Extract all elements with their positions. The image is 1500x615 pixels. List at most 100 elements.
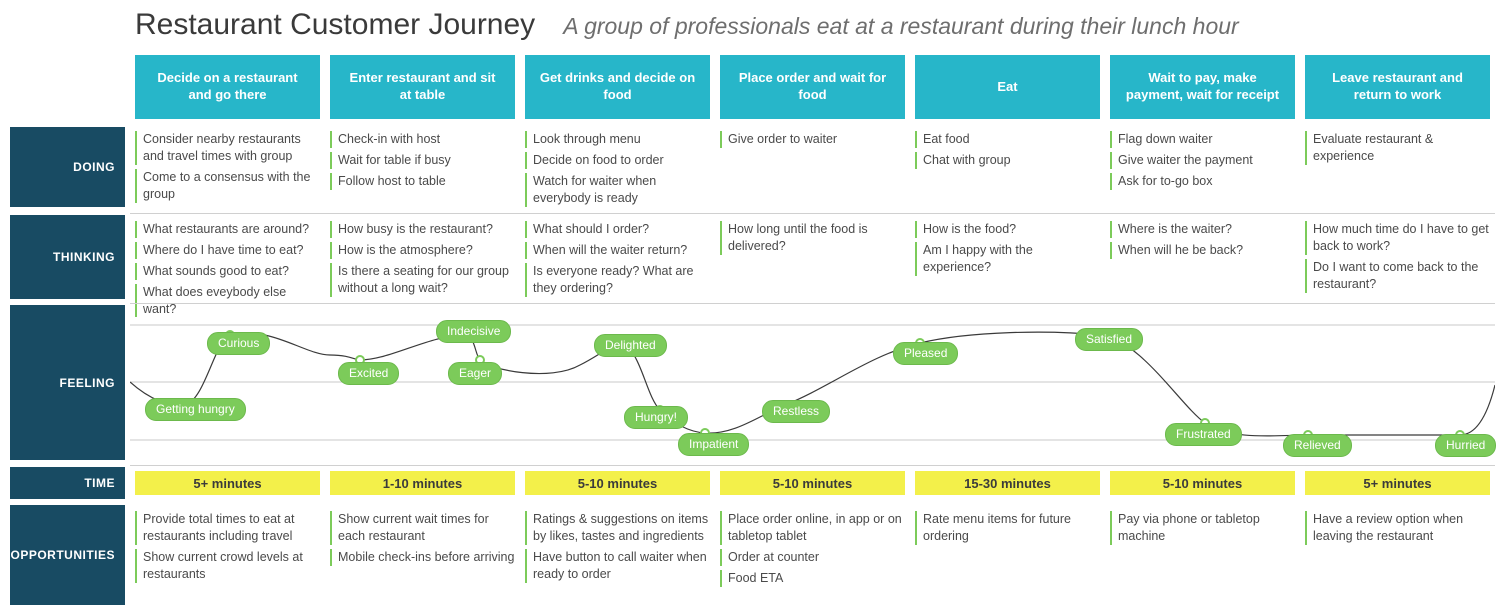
- row-label-feeling: FEELING: [10, 305, 125, 460]
- row-doing: Consider nearby restaurants and travel t…: [135, 131, 1490, 211]
- doing-cell: Eat food Chat with group: [915, 131, 1100, 211]
- thinking-item: How much time do I have to get back to w…: [1305, 221, 1490, 255]
- separator: [130, 465, 1495, 466]
- stage-header: Place order and wait for food: [720, 55, 905, 119]
- feeling-chip: Hurried: [1435, 434, 1496, 457]
- separator: [130, 213, 1495, 214]
- opportunities-item: Ratings & suggestions on items by likes,…: [525, 511, 710, 545]
- stage-header: Decide on a restaurant and go there: [135, 55, 320, 119]
- doing-item: Follow host to table: [330, 173, 515, 190]
- opportunities-cell: Pay via phone or tabletop machine: [1110, 511, 1295, 591]
- row-label-opportunities: OPPORTUNITIES: [10, 505, 125, 605]
- feeling-chip: Satisfied: [1075, 328, 1143, 351]
- opportunities-item: Pay via phone or tabletop machine: [1110, 511, 1295, 545]
- feeling-chip: Relieved: [1283, 434, 1352, 457]
- doing-item: Flag down waiter: [1110, 131, 1295, 148]
- doing-item: Chat with group: [915, 152, 1100, 169]
- thinking-item: What should I order?: [525, 221, 710, 238]
- thinking-item: Where is the waiter?: [1110, 221, 1295, 238]
- opportunities-cell: Provide total times to eat at restaurant…: [135, 511, 320, 591]
- doing-item: Watch for waiter when everybody is ready: [525, 173, 710, 207]
- opportunities-item: Show current crowd levels at restaurants: [135, 549, 320, 583]
- doing-item: Come to a consensus with the group: [135, 169, 320, 203]
- page-subtitle: A group of professionals eat at a restau…: [563, 13, 1239, 40]
- time-value: 5-10 minutes: [525, 471, 710, 495]
- doing-cell: Evaluate restaurant & experience: [1305, 131, 1490, 211]
- separator: [130, 303, 1495, 304]
- row-opportunities: Provide total times to eat at restaurant…: [135, 511, 1490, 591]
- thinking-item: When will he be back?: [1110, 242, 1295, 259]
- stage-header: Enter restaurant and sit at table: [330, 55, 515, 119]
- doing-item: Give waiter the payment: [1110, 152, 1295, 169]
- thinking-item: How busy is the restaurant?: [330, 221, 515, 238]
- time-value: 15-30 minutes: [915, 471, 1100, 495]
- doing-item: Wait for table if busy: [330, 152, 515, 169]
- title-row: Restaurant Customer Journey A group of p…: [135, 8, 1239, 42]
- thinking-item: How is the food?: [915, 221, 1100, 238]
- feeling-chip: Frustrated: [1165, 423, 1242, 446]
- feeling-chip: Getting hungry: [145, 398, 246, 421]
- feeling-chip: Excited: [338, 362, 399, 385]
- doing-cell: Give order to waiter: [720, 131, 905, 211]
- doing-item: Check-in with host: [330, 131, 515, 148]
- time-value: 5+ minutes: [1305, 471, 1490, 495]
- doing-item: Give order to waiter: [720, 131, 905, 148]
- row-label-doing: DOING: [10, 127, 125, 207]
- doing-item: Decide on food to order: [525, 152, 710, 169]
- doing-item: Eat food: [915, 131, 1100, 148]
- opportunities-item: Show current wait times for each restaur…: [330, 511, 515, 545]
- thinking-item: When will the waiter return?: [525, 242, 710, 259]
- feeling-chip: Indecisive: [436, 320, 511, 343]
- stage-headers: Decide on a restaurant and go thereEnter…: [135, 55, 1490, 119]
- doing-cell: Flag down waiter Give waiter the payment A…: [1110, 131, 1295, 211]
- time-value: 1-10 minutes: [330, 471, 515, 495]
- thinking-item: How long until the food is delivered?: [720, 221, 905, 255]
- opportunities-item: Provide total times to eat at restaurant…: [135, 511, 320, 545]
- opportunities-item: Mobile check-ins before arriving: [330, 549, 515, 566]
- doing-item: Look through menu: [525, 131, 710, 148]
- doing-cell: Consider nearby restaurants and travel t…: [135, 131, 320, 211]
- stage-header: Eat: [915, 55, 1100, 119]
- thinking-item: What restaurants are around?: [135, 221, 320, 238]
- row-label-thinking: THINKING: [10, 215, 125, 299]
- feeling-chip: Restless: [762, 400, 830, 423]
- opportunities-cell: Rate menu items for future ordering: [915, 511, 1100, 591]
- feeling-chip: Eager: [448, 362, 502, 385]
- thinking-item: Do I want to come back to the restaurant…: [1305, 259, 1490, 293]
- thinking-item: Is there a seating for our group without…: [330, 263, 515, 297]
- opportunities-cell: Have a review option when leaving the re…: [1305, 511, 1490, 591]
- stage-header: Leave restaurant and return to work: [1305, 55, 1490, 119]
- stage-header: Wait to pay, make payment, wait for rece…: [1110, 55, 1295, 119]
- feeling-chip: Delighted: [594, 334, 667, 357]
- row-time: 5+ minutes 1-10 minutes 5-10 minutes 5-10 m…: [135, 471, 1490, 495]
- time-value: 5-10 minutes: [720, 471, 905, 495]
- time-value: 5-10 minutes: [1110, 471, 1295, 495]
- opportunities-cell: Show current wait times for each restaur…: [330, 511, 515, 591]
- opportunities-item: Place order online, in app or on tableto…: [720, 511, 905, 545]
- opportunities-item: Rate menu items for future ordering: [915, 511, 1100, 545]
- thinking-item: Where do I have time to eat?: [135, 242, 320, 259]
- opportunities-item: Order at counter: [720, 549, 905, 566]
- stage-header: Get drinks and decide on food: [525, 55, 710, 119]
- opportunities-cell: Place order online, in app or on tableto…: [720, 511, 905, 591]
- thinking-item: Am I happy with the experience?: [915, 242, 1100, 276]
- doing-item: Ask for to-go box: [1110, 173, 1295, 190]
- feeling-chip: Impatient: [678, 433, 749, 456]
- opportunities-cell: Ratings & suggestions on items by likes,…: [525, 511, 710, 591]
- thinking-item: How is the atmosphere?: [330, 242, 515, 259]
- opportunities-item: Food ETA: [720, 570, 905, 587]
- thinking-item: What sounds good to eat?: [135, 263, 320, 280]
- thinking-item: Is everyone ready? What are they orderin…: [525, 263, 710, 297]
- doing-cell: Look through menu Decide on food to order…: [525, 131, 710, 211]
- opportunities-item: Have a review option when leaving the re…: [1305, 511, 1490, 545]
- time-value: 5+ minutes: [135, 471, 320, 495]
- feeling-chip: Pleased: [893, 342, 958, 365]
- doing-item: Consider nearby restaurants and travel t…: [135, 131, 320, 165]
- feeling-chip: Curious: [207, 332, 270, 355]
- doing-cell: Check-in with host Wait for table if busy…: [330, 131, 515, 211]
- doing-item: Evaluate restaurant & experience: [1305, 131, 1490, 165]
- feeling-chip: Hungry!: [624, 406, 688, 429]
- page-title: Restaurant Customer Journey: [135, 8, 535, 42]
- row-label-time: TIME: [10, 467, 125, 499]
- opportunities-item: Have button to call waiter when ready to…: [525, 549, 710, 583]
